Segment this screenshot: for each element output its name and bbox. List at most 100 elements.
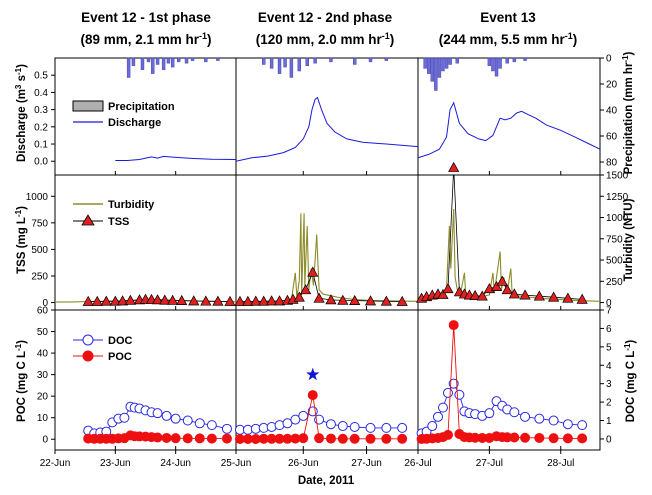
y-tick-label: 0.0 bbox=[34, 157, 48, 168]
y2-tick-label: 250 bbox=[606, 277, 623, 288]
y2-tick-label: 60 bbox=[606, 132, 618, 143]
y2-tick-label: 4 bbox=[606, 361, 612, 372]
poc-label-main: POC (mg C L bbox=[16, 351, 28, 422]
turbidity-axis-label: Turbidity (NTU) bbox=[623, 198, 635, 281]
x-tick-label: 25-Jun bbox=[221, 458, 252, 469]
y2-tick-label: 6 bbox=[606, 324, 612, 335]
doc-marker bbox=[534, 413, 545, 424]
precip-bar bbox=[126, 57, 131, 78]
panel-frame bbox=[417, 309, 601, 451]
tss-marker bbox=[364, 295, 377, 306]
precip-bar bbox=[155, 57, 160, 65]
x-tick-label: 27-Jul bbox=[476, 458, 503, 469]
precip-bar bbox=[176, 57, 181, 63]
doc-marker bbox=[381, 422, 392, 433]
panel-frame bbox=[54, 174, 237, 311]
tss-marker bbox=[250, 295, 262, 306]
y-tick-label: 0.2 bbox=[34, 122, 48, 133]
poc-marker bbox=[298, 433, 309, 444]
precip-bar bbox=[455, 57, 459, 64]
tss-marker bbox=[116, 295, 129, 306]
precip-axis-label: Precipitation (mm hr-1) bbox=[621, 51, 635, 174]
tss-marker bbox=[176, 294, 188, 305]
precip-bar bbox=[305, 57, 309, 66]
discharge-line bbox=[236, 96, 418, 162]
x-tick-label: 23-Jun bbox=[100, 458, 131, 469]
discharge-label-mid: s bbox=[16, 75, 28, 85]
poc-marker bbox=[314, 433, 325, 444]
legend-doc-marker bbox=[82, 334, 94, 346]
y2-tick-label: 1000 bbox=[606, 213, 629, 224]
tss-marker bbox=[100, 295, 112, 306]
tss-marker bbox=[307, 266, 319, 277]
tss-marker bbox=[476, 290, 488, 301]
tss-marker bbox=[82, 295, 94, 306]
tss-marker bbox=[293, 291, 305, 302]
tss-marker bbox=[91, 295, 103, 306]
discharge-label-main: Discharge (m bbox=[16, 89, 28, 162]
precip-bar bbox=[430, 57, 434, 82]
doc-marker bbox=[161, 410, 172, 421]
doc-marker bbox=[442, 387, 453, 398]
tss-marker bbox=[396, 295, 408, 306]
precip-bar bbox=[505, 57, 509, 64]
doc-marker bbox=[298, 410, 309, 421]
legend-row2: Turbidity TSS bbox=[73, 199, 155, 228]
poc-marker bbox=[577, 433, 588, 444]
legend-turbidity-label: Turbidity bbox=[108, 199, 155, 211]
y-tick-label: 250 bbox=[31, 271, 48, 282]
panel-frame bbox=[235, 57, 419, 176]
discharge-label-end: ) bbox=[16, 64, 28, 68]
legend-row1: Precipitation Discharge bbox=[72, 100, 175, 129]
precip-bar bbox=[329, 57, 333, 63]
precip-bar bbox=[437, 57, 442, 78]
discharge-line bbox=[115, 155, 236, 161]
doc-marker bbox=[221, 423, 232, 434]
tss-marker bbox=[109, 295, 121, 306]
doc-marker bbox=[437, 402, 448, 413]
panel-frame bbox=[417, 57, 601, 176]
precip-bar bbox=[151, 57, 155, 74]
poc-marker bbox=[509, 432, 520, 443]
event-title-2: Event 12 - 2nd phase bbox=[258, 10, 393, 25]
legend-tss-marker bbox=[81, 214, 95, 226]
turbidity-line bbox=[236, 213, 418, 303]
doc-marker bbox=[170, 413, 181, 424]
tss-marker bbox=[313, 292, 325, 303]
poc-marker bbox=[442, 429, 453, 440]
tss-marker bbox=[325, 294, 337, 305]
precip-bar bbox=[491, 57, 495, 72]
doc-marker bbox=[454, 389, 465, 400]
precip-bar bbox=[289, 57, 294, 78]
precip-bar bbox=[161, 57, 166, 70]
poc-marker bbox=[397, 433, 408, 444]
precip-bar bbox=[166, 57, 171, 64]
legend-poc-label: POC bbox=[108, 351, 132, 363]
y2-tick-label: 2 bbox=[606, 398, 612, 409]
legend-precip-label: Precipitation bbox=[108, 101, 175, 113]
precip-bar bbox=[423, 57, 427, 69]
precip-label-main: Precipitation (mm hr bbox=[623, 62, 635, 174]
legend-tss-label: TSS bbox=[108, 216, 129, 228]
doc-marker bbox=[448, 378, 459, 389]
doc-marker bbox=[206, 420, 217, 431]
poc-marker bbox=[381, 433, 392, 444]
doc-marker bbox=[577, 420, 588, 431]
poc-marker bbox=[182, 433, 193, 444]
precip-bar bbox=[494, 57, 499, 77]
tss-marker bbox=[200, 295, 212, 306]
y2-tick-label: 1 bbox=[606, 416, 612, 427]
y2-tick-label: 3 bbox=[606, 379, 612, 390]
tss-marker bbox=[448, 161, 460, 172]
poc-marker bbox=[365, 433, 376, 444]
y2-tick-label: 5 bbox=[606, 342, 612, 353]
precip-bar bbox=[261, 57, 266, 65]
doc-marker bbox=[182, 415, 193, 426]
doc-marker bbox=[325, 419, 336, 430]
doc-label-end: ) bbox=[625, 340, 637, 344]
discharge-label-sup1: 3 bbox=[14, 84, 23, 89]
precip-bar bbox=[313, 57, 317, 64]
tss-marker bbox=[496, 275, 508, 286]
x-tick-label: 22-Jun bbox=[40, 458, 71, 469]
